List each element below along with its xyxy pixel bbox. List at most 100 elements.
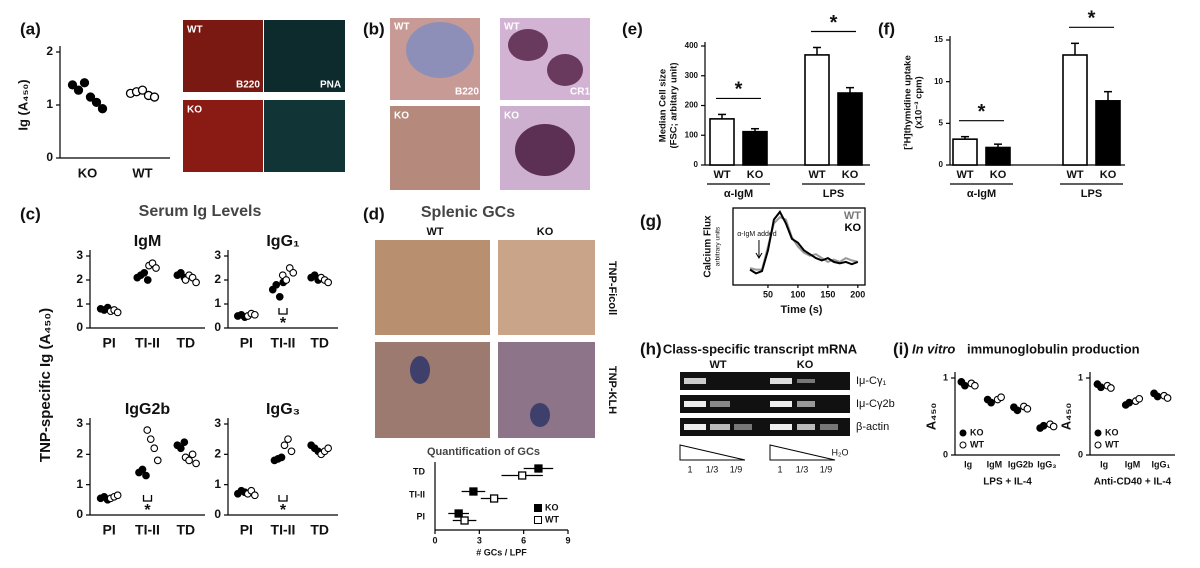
data-point bbox=[971, 381, 979, 390]
annotation: * bbox=[830, 12, 838, 34]
x-axis-label: Anti-CD40 + IL-4 bbox=[1094, 477, 1172, 488]
data-point bbox=[192, 278, 200, 287]
gel-band bbox=[710, 424, 730, 430]
image-label: B220 bbox=[455, 87, 479, 98]
y-tick-label: 1 bbox=[76, 477, 83, 491]
x-tick-label: PI bbox=[240, 522, 253, 538]
x-tick-label: 3 bbox=[477, 535, 482, 545]
x-tick-label: 6 bbox=[521, 535, 526, 545]
micrograph bbox=[264, 100, 345, 172]
data-point bbox=[324, 278, 333, 287]
dilution-label: 1 bbox=[777, 464, 782, 474]
chart-title: IgG2b bbox=[125, 401, 171, 418]
data-point bbox=[1023, 404, 1032, 413]
gel-band bbox=[797, 379, 815, 383]
y-tick-label: 2 bbox=[76, 447, 83, 461]
micrograph bbox=[498, 240, 595, 335]
y-axis-label: (FSC; arbitary unit) bbox=[669, 62, 680, 148]
data-point bbox=[250, 310, 259, 319]
y-tick-label: 3 bbox=[76, 248, 83, 262]
x-tick-label: IgM bbox=[987, 459, 1003, 469]
x-tick-label: IgM bbox=[1125, 459, 1141, 469]
gel-band bbox=[684, 424, 706, 430]
y-tick-label: 1 bbox=[76, 296, 83, 310]
data-line bbox=[749, 210, 859, 275]
x-tick-label: PI bbox=[103, 335, 116, 351]
data-point bbox=[1049, 422, 1058, 431]
data-point bbox=[250, 491, 259, 500]
data-point bbox=[140, 268, 149, 277]
y-tick-label: 1 bbox=[943, 372, 948, 382]
data-point bbox=[534, 464, 543, 473]
x-tick-label: KO bbox=[990, 169, 1007, 181]
x-tick-label: TI-II bbox=[271, 335, 296, 351]
y-tick-label: 1 bbox=[214, 296, 221, 310]
data-point bbox=[97, 104, 108, 114]
data-point bbox=[85, 92, 96, 102]
data-point bbox=[180, 438, 189, 447]
y-tick-label: 1 bbox=[46, 97, 53, 111]
image-label: WT bbox=[187, 25, 203, 36]
image-label: B220 bbox=[236, 80, 260, 91]
column-label: WT bbox=[426, 226, 443, 238]
data-point bbox=[146, 435, 155, 444]
legend-label: KO bbox=[845, 222, 862, 234]
data-point bbox=[79, 78, 90, 88]
x-tick-label: 9 bbox=[565, 535, 570, 545]
y-tick-label: 300 bbox=[685, 71, 699, 80]
y-tick-label: 3 bbox=[76, 416, 83, 430]
x-tick-label: 0 bbox=[432, 535, 437, 545]
bar bbox=[985, 146, 1011, 166]
micrograph-detail bbox=[410, 356, 430, 384]
micrograph bbox=[264, 20, 345, 92]
annotation: * bbox=[144, 502, 151, 519]
data-point bbox=[1107, 384, 1115, 392]
x-tick-label: WT bbox=[713, 169, 730, 181]
chart-title: IgG₃ bbox=[266, 401, 300, 418]
x-tick-label: IgG₁ bbox=[1151, 459, 1170, 469]
data-point bbox=[460, 516, 469, 525]
significance-bracket bbox=[278, 308, 288, 315]
x-tick-label: PI bbox=[240, 335, 253, 351]
data-point bbox=[1135, 394, 1144, 403]
legend-label: KO bbox=[970, 427, 984, 437]
y-tick-label: 0 bbox=[943, 449, 948, 459]
y-axis-label: [³H]thymidine uptake bbox=[903, 55, 914, 149]
data-point bbox=[284, 435, 292, 444]
gel-row bbox=[680, 372, 850, 390]
y-axis-label: Calcium Flux bbox=[703, 215, 714, 278]
data-point bbox=[454, 509, 463, 518]
gel-band bbox=[770, 401, 792, 407]
chart-title: Quantification of GCs bbox=[427, 446, 540, 458]
x-tick-label: 100 bbox=[790, 289, 805, 299]
data-point bbox=[289, 268, 298, 277]
data-point bbox=[1153, 392, 1162, 401]
y-axis-label: A₄₅₀ bbox=[1058, 403, 1073, 431]
y-axis-sublabel: arbitrary units bbox=[715, 226, 722, 266]
legend-label: KO bbox=[1105, 427, 1119, 437]
micrograph-detail bbox=[406, 22, 474, 78]
panel-label: (e) bbox=[622, 19, 643, 38]
data-point bbox=[280, 441, 289, 450]
x-tick-label: TI-II bbox=[135, 335, 160, 351]
panel-label: (h) bbox=[640, 339, 662, 358]
x-tick-label: TI-II bbox=[135, 522, 160, 538]
column-label: WT bbox=[709, 359, 726, 371]
data-point bbox=[961, 381, 969, 390]
group-label: LPS bbox=[823, 188, 844, 200]
data-point bbox=[138, 465, 147, 474]
panel-label: (d) bbox=[363, 204, 385, 223]
y-tick-label: 2 bbox=[46, 44, 53, 58]
bar bbox=[709, 118, 735, 166]
x-tick-label: 50 bbox=[763, 289, 773, 299]
data-point bbox=[137, 85, 148, 95]
bar bbox=[837, 92, 863, 166]
micrograph-detail bbox=[508, 29, 548, 61]
x-tick-label: IgG₃ bbox=[1037, 459, 1056, 469]
panel-label: (i) bbox=[893, 339, 909, 358]
gel-band bbox=[797, 401, 815, 407]
significance-bracket bbox=[278, 495, 288, 502]
gel-band bbox=[684, 401, 706, 407]
y-tick-label: 0 bbox=[214, 507, 221, 521]
